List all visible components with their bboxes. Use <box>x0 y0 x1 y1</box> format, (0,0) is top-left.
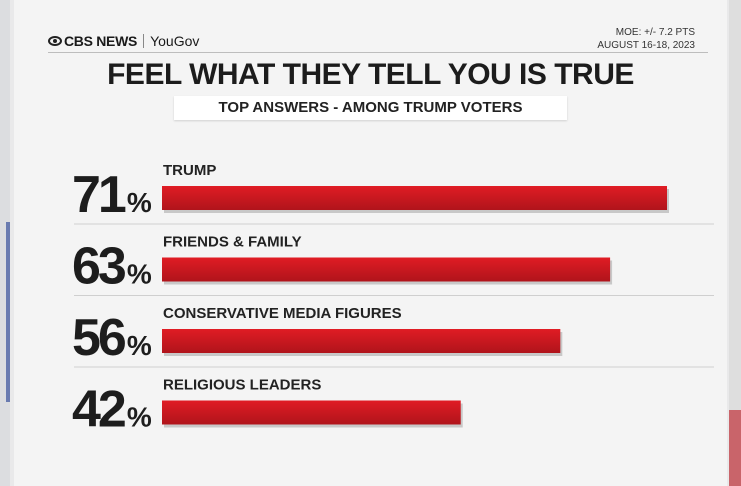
bar-chart: 71 % TRUMP 63 % FRIENDS & FAMILY 56 % CONSERVATI… <box>72 162 714 439</box>
bar <box>162 257 611 282</box>
chart-title: FEEL WHAT THEY TELL YOU IS TRUE <box>107 58 634 91</box>
bar-category-label: TRUMP <box>163 162 216 179</box>
chart-subtitle: TOP ANSWERS - AMONG TRUMP VOTERS <box>174 96 567 120</box>
right-edge <box>729 0 741 486</box>
left-accent-stripe <box>6 222 10 402</box>
bar-category-label: FRIENDS & FAMILY <box>163 234 302 251</box>
poll-dates: AUGUST 16-18, 2023 <box>597 40 695 51</box>
header-rule <box>48 52 708 53</box>
bar <box>162 186 667 210</box>
poll-info: MOE: +/- 7.2 PTS AUGUST 16-18, 2023 <box>597 26 695 52</box>
bar <box>162 400 461 425</box>
yougov-wordmark: YouGov <box>150 33 200 49</box>
logo-divider <box>143 34 145 48</box>
graphic-panel: CBS NEWS YouGov MOE: +/- 7.2 PTS AUGUST … <box>14 0 727 486</box>
margin-of-error: MOE: +/- 7.2 PTS <box>615 27 695 38</box>
bar-value-label: 42% <box>72 381 152 439</box>
cbs-eye-icon <box>48 36 62 46</box>
brand-logo: CBS NEWS YouGov <box>48 33 199 49</box>
cbs-news-wordmark: CBS NEWS <box>64 33 138 49</box>
bar-value-label: 63% <box>72 238 152 296</box>
bar-category-label: RELIGIOUS LEADERS <box>163 377 321 394</box>
bar-value-label: 56% <box>72 309 152 367</box>
bar-value-label: 71% <box>72 166 152 224</box>
left-edge <box>0 0 10 486</box>
right-accent-stripe <box>729 410 741 486</box>
bar <box>162 329 561 353</box>
bar-category-label: CONSERVATIVE MEDIA FIGURES <box>163 305 402 322</box>
